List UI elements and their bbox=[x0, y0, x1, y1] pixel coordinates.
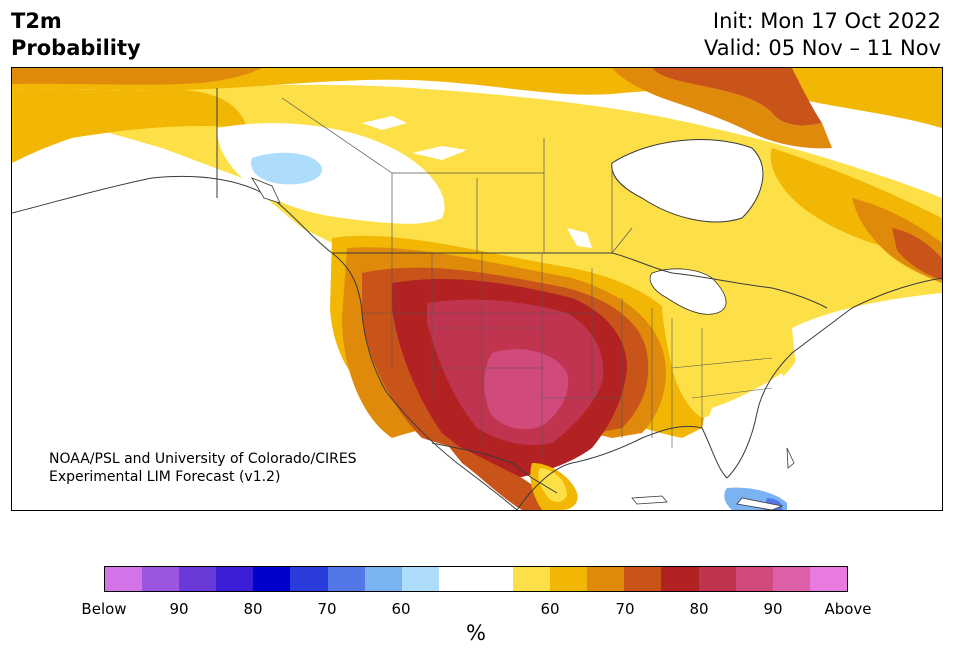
coastline-pacific bbox=[12, 175, 518, 510]
colorbar-tick-label: 80 bbox=[689, 600, 709, 618]
colorbar-tick-label: 70 bbox=[317, 600, 337, 618]
region-above-60-east-us bbox=[662, 293, 809, 418]
colorbar-segment bbox=[550, 567, 588, 591]
province-borders bbox=[281, 97, 633, 254]
coastline-gulf bbox=[516, 425, 728, 510]
border-us-mexico bbox=[431, 442, 558, 494]
colorbar-segment bbox=[772, 567, 810, 591]
region-above-75-mexico bbox=[442, 438, 562, 510]
init-date: Init: Mon 17 Oct 2022 bbox=[712, 9, 941, 33]
colorbar-tick-label: 90 bbox=[169, 600, 189, 618]
valid-range: Valid: 05 Nov – 11 Nov bbox=[704, 36, 941, 60]
colorbar-segment bbox=[105, 567, 143, 591]
colorbar-segment bbox=[735, 567, 773, 591]
colorbar-segment bbox=[327, 567, 365, 591]
border-us-canada bbox=[332, 252, 828, 309]
colorbar-tick-label: 90 bbox=[763, 600, 783, 618]
colorbar-segment bbox=[513, 567, 551, 591]
colorbar-segment bbox=[216, 567, 254, 591]
colorbar-segment bbox=[475, 567, 514, 591]
credit-text: NOAA/PSL and University of Colorado/CIRE… bbox=[49, 450, 357, 486]
colorbar-tick-label: 60 bbox=[391, 600, 411, 618]
colorbar-segment bbox=[401, 567, 439, 591]
region-below-60 bbox=[251, 152, 323, 185]
map-title: T2m Probability bbox=[11, 8, 141, 62]
region-no-signal-atlantic bbox=[572, 293, 942, 510]
colorbar-segment bbox=[661, 567, 699, 591]
credit-line-1: NOAA/PSL and University of Colorado/CIRE… bbox=[49, 451, 357, 467]
region-above-65-alaska bbox=[12, 89, 247, 163]
product-label: Probability bbox=[11, 36, 141, 60]
region-above-90-us bbox=[484, 349, 569, 430]
colorbar-segment bbox=[179, 567, 217, 591]
colorbar-tick-label: Above bbox=[824, 600, 872, 618]
colorbar-segment bbox=[438, 567, 476, 591]
great-lakes bbox=[649, 268, 727, 315]
colorbar-segment bbox=[698, 567, 736, 591]
colorbar-segment bbox=[364, 567, 402, 591]
colorbar bbox=[104, 566, 848, 592]
region-above-70-alaska bbox=[12, 68, 262, 85]
colorbar-segment bbox=[624, 567, 662, 591]
region-above-75-east bbox=[892, 228, 942, 280]
variable-label: T2m bbox=[11, 9, 62, 33]
state-borders bbox=[362, 253, 773, 458]
colorbar-tick-label: 70 bbox=[615, 600, 635, 618]
colorbar-tick-label: Below bbox=[81, 600, 127, 618]
colorbar-segment bbox=[142, 567, 180, 591]
region-above-70-greenland bbox=[612, 68, 832, 149]
colorbar-unit: % bbox=[466, 621, 486, 645]
colorbar-segment bbox=[587, 567, 625, 591]
forecast-dates: Init: Mon 17 Oct 2022 Valid: 05 Nov – 11… bbox=[704, 8, 941, 62]
region-above-60-mexico bbox=[538, 468, 567, 502]
probability-map bbox=[11, 67, 943, 511]
region-no-signal-southeast bbox=[704, 373, 802, 478]
colorbar-tick-label: 80 bbox=[243, 600, 263, 618]
colorbar-tick-label: 60 bbox=[540, 600, 560, 618]
colorbar-segment bbox=[253, 567, 291, 591]
colorbar-segment bbox=[809, 567, 847, 591]
coastline-atlantic bbox=[726, 277, 942, 479]
colorbar-segment bbox=[290, 567, 328, 591]
region-hudson-bay bbox=[611, 139, 763, 222]
hudson-bay-outline bbox=[611, 139, 764, 223]
region-above-75-greenland bbox=[652, 68, 822, 126]
credit-line-2: Experimental LIM Forecast (v1.2) bbox=[49, 469, 281, 485]
